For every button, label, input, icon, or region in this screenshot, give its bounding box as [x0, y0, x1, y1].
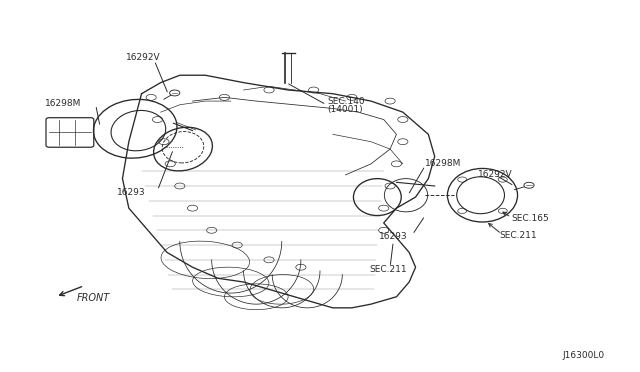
Text: FRONT: FRONT	[77, 292, 110, 302]
Text: 16292V: 16292V	[478, 170, 513, 179]
Text: J16300L0: J16300L0	[562, 351, 604, 360]
Text: SEC.165: SEC.165	[511, 214, 549, 222]
Text: 16292V: 16292V	[125, 53, 160, 62]
Text: (14001): (14001)	[328, 105, 364, 115]
Circle shape	[524, 182, 534, 188]
Text: SEC.140: SEC.140	[328, 97, 365, 106]
Text: 16298M: 16298M	[425, 159, 461, 169]
Text: 16293: 16293	[117, 188, 146, 197]
Text: 16298M: 16298M	[45, 99, 81, 108]
Text: SEC.211: SEC.211	[370, 264, 407, 273]
Text: 16293: 16293	[379, 232, 407, 241]
Text: SEC.211: SEC.211	[500, 231, 538, 240]
Circle shape	[170, 90, 180, 96]
